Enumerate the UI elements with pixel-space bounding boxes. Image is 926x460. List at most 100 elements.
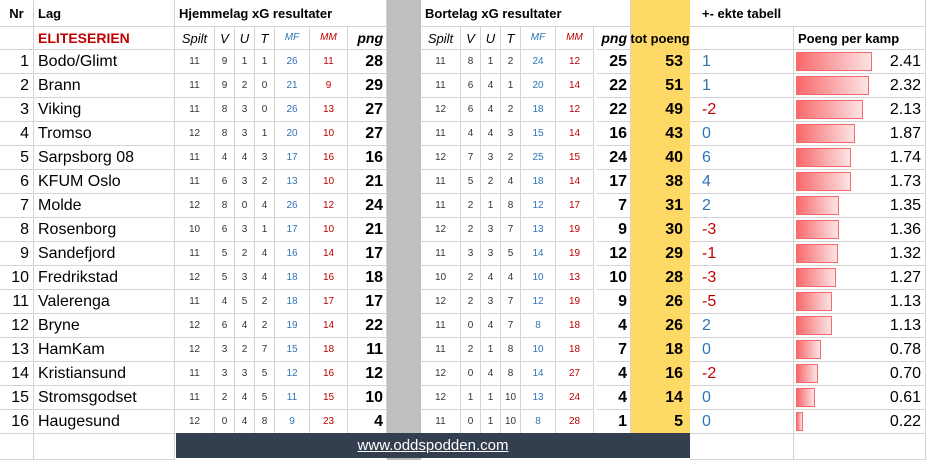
away-t[interactable]: 2 [501,50,521,74]
home-col-png[interactable]: png [348,27,387,50]
ppk-cell[interactable]: 2.32 [794,74,926,98]
tot-poeng[interactable]: 49 [631,98,690,122]
home-t[interactable]: 4 [255,266,275,290]
tot-poeng[interactable]: 38 [631,170,690,194]
home-u[interactable]: 4 [235,386,255,410]
away-col-t[interactable]: T [501,27,521,50]
tot-poeng[interactable]: 26 [631,314,690,338]
away-v[interactable]: 8 [461,50,481,74]
away-png[interactable]: 9 [596,290,631,314]
away-t[interactable]: 7 [501,218,521,242]
home-u[interactable]: 3 [235,98,255,122]
home-spilt[interactable]: 11 [175,146,215,170]
away-mf[interactable]: 8 [521,410,556,434]
home-col-mf[interactable]: MF [275,27,310,50]
ppk-cell[interactable]: 1.74 [794,146,926,170]
away-mm[interactable]: 12 [556,50,594,74]
home-mm[interactable]: 10 [310,218,348,242]
home-mf[interactable]: 15 [275,338,310,362]
away-v[interactable]: 2 [461,266,481,290]
diff-value[interactable]: 1 [690,74,794,98]
empty-row-lag[interactable] [34,434,175,460]
away-mm[interactable]: 19 [556,218,594,242]
home-mf[interactable]: 16 [275,242,310,266]
home-mm[interactable]: 13 [310,98,348,122]
team-name[interactable]: Stromsgodset [34,386,175,410]
away-v[interactable]: 2 [461,194,481,218]
away-mm[interactable]: 24 [556,386,594,410]
home-u[interactable]: 2 [235,242,255,266]
away-spilt[interactable]: 11 [421,242,461,266]
away-mf[interactable]: 18 [521,98,556,122]
home-v[interactable]: 2 [215,386,235,410]
away-mm[interactable]: 14 [556,170,594,194]
home-u[interactable]: 3 [235,266,255,290]
away-png[interactable]: 10 [596,266,631,290]
away-png[interactable]: 9 [596,218,631,242]
tot-poeng[interactable]: 30 [631,218,690,242]
home-t[interactable]: 4 [255,242,275,266]
home-mm[interactable]: 17 [310,290,348,314]
away-col-mm[interactable]: MM [556,27,594,50]
away-mm[interactable]: 17 [556,194,594,218]
home-spilt[interactable]: 12 [175,266,215,290]
rank-cell[interactable]: 7 [0,194,34,218]
ppk-cell[interactable]: 1.35 [794,194,926,218]
home-t[interactable]: 2 [255,314,275,338]
home-mm[interactable]: 23 [310,410,348,434]
home-mm[interactable]: 14 [310,242,348,266]
away-t[interactable]: 8 [501,338,521,362]
tot-poeng[interactable]: 16 [631,362,690,386]
home-mf[interactable]: 18 [275,266,310,290]
away-mf[interactable]: 13 [521,218,556,242]
away-mf[interactable]: 10 [521,266,556,290]
diff-value[interactable]: 0 [690,386,794,410]
rank-cell[interactable]: 12 [0,314,34,338]
away-t[interactable]: 7 [501,290,521,314]
home-mm[interactable]: 10 [310,170,348,194]
away-mm[interactable]: 19 [556,290,594,314]
tot-poeng[interactable]: 51 [631,74,690,98]
team-name[interactable]: HamKam [34,338,175,362]
away-u[interactable]: 4 [481,122,501,146]
away-u[interactable]: 4 [481,98,501,122]
home-v[interactable]: 6 [215,314,235,338]
home-png[interactable]: 18 [348,266,387,290]
diff-value[interactable]: 6 [690,146,794,170]
away-u[interactable]: 1 [481,194,501,218]
away-t[interactable]: 7 [501,314,521,338]
home-mf[interactable]: 9 [275,410,310,434]
home-mf[interactable]: 12 [275,362,310,386]
away-v[interactable]: 0 [461,410,481,434]
home-mf[interactable]: 18 [275,290,310,314]
home-u[interactable]: 3 [235,122,255,146]
home-u[interactable]: 3 [235,362,255,386]
ppk-cell[interactable]: 0.78 [794,338,926,362]
home-u[interactable]: 0 [235,194,255,218]
diff-value[interactable]: 1 [690,50,794,74]
away-section-title[interactable]: Bortelag xG resultater [421,0,631,27]
home-png[interactable]: 17 [348,242,387,266]
home-png[interactable]: 21 [348,170,387,194]
diff-value[interactable]: 2 [690,314,794,338]
away-mm[interactable]: 28 [556,410,594,434]
ppk-cell[interactable]: 1.13 [794,314,926,338]
away-u[interactable]: 1 [481,386,501,410]
away-mf[interactable]: 14 [521,362,556,386]
away-mf[interactable]: 12 [521,290,556,314]
tot-poeng[interactable]: 31 [631,194,690,218]
away-mf[interactable]: 18 [521,170,556,194]
away-mf[interactable]: 24 [521,50,556,74]
away-png[interactable]: 16 [596,122,631,146]
home-col-t[interactable]: T [255,27,275,50]
home-mf[interactable]: 13 [275,170,310,194]
home-u[interactable]: 4 [235,314,255,338]
away-spilt[interactable]: 11 [421,314,461,338]
rank-cell[interactable]: 5 [0,146,34,170]
away-mf[interactable]: 25 [521,146,556,170]
away-png[interactable]: 24 [596,146,631,170]
away-png[interactable]: 17 [596,170,631,194]
away-u[interactable]: 3 [481,242,501,266]
ppk-cell[interactable]: 1.27 [794,266,926,290]
